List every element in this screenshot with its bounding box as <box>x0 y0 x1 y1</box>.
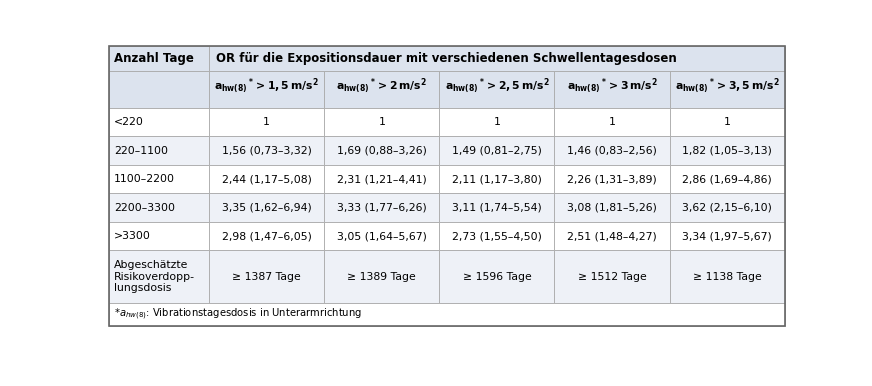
Bar <box>670 165 785 193</box>
Text: 3,05 (1,64–5,67): 3,05 (1,64–5,67) <box>337 231 426 241</box>
Bar <box>209 71 324 108</box>
Bar <box>555 136 670 165</box>
Bar <box>324 71 439 108</box>
Text: 2,11 (1,17–3,80): 2,11 (1,17–3,80) <box>452 174 542 184</box>
Bar <box>439 71 555 108</box>
Bar <box>109 251 209 303</box>
Bar <box>209 136 324 165</box>
Bar <box>670 136 785 165</box>
Text: ≥ 1387 Tage: ≥ 1387 Tage <box>232 271 301 281</box>
Bar <box>439 165 555 193</box>
Text: ≥ 1389 Tage: ≥ 1389 Tage <box>347 271 416 281</box>
Bar <box>324 108 439 136</box>
Bar <box>209 251 324 303</box>
Bar <box>324 222 439 251</box>
Text: 3,33 (1,77–6,26): 3,33 (1,77–6,26) <box>337 203 426 213</box>
Bar <box>439 251 555 303</box>
Bar <box>324 251 439 303</box>
Text: 3,11 (1,74–5,54): 3,11 (1,74–5,54) <box>452 203 542 213</box>
Bar <box>109 71 209 108</box>
Bar <box>109 303 785 326</box>
Bar <box>555 71 670 108</box>
Text: 3,62 (2,15–6,10): 3,62 (2,15–6,10) <box>682 203 773 213</box>
Text: 2200–3300: 2200–3300 <box>113 203 174 213</box>
Text: 2,44 (1,17–5,08): 2,44 (1,17–5,08) <box>221 174 311 184</box>
Text: >3300: >3300 <box>113 231 151 241</box>
Bar <box>555 108 670 136</box>
Text: 3,08 (1,81–5,26): 3,08 (1,81–5,26) <box>567 203 657 213</box>
Bar <box>324 165 439 193</box>
Text: 1: 1 <box>724 117 731 127</box>
Text: 1: 1 <box>263 117 270 127</box>
Text: 3,34 (1,97–5,67): 3,34 (1,97–5,67) <box>683 231 772 241</box>
Bar <box>439 193 555 222</box>
Bar <box>670 71 785 108</box>
Bar <box>555 193 670 222</box>
Bar <box>439 222 555 251</box>
Bar <box>109 46 209 71</box>
Text: 2,98 (1,47–6,05): 2,98 (1,47–6,05) <box>221 231 311 241</box>
Bar <box>555 165 670 193</box>
Text: $\mathbf{a}_{\mathbf{hw(8)}}$$\mathbf{^*}$$\mathbf{> 3\,m/s^2}$: $\mathbf{a}_{\mathbf{hw(8)}}$$\mathbf{^*… <box>567 76 657 95</box>
Text: 2,31 (1,21–4,41): 2,31 (1,21–4,41) <box>337 174 426 184</box>
Text: 1: 1 <box>494 117 501 127</box>
Text: $\mathbf{a}_{\mathbf{hw(8)}}$$\mathbf{^*}$$\mathbf{> 2,5\,m/s^2}$: $\mathbf{a}_{\mathbf{hw(8)}}$$\mathbf{^*… <box>445 76 549 95</box>
Bar <box>209 222 324 251</box>
Bar <box>670 193 785 222</box>
Text: 1: 1 <box>609 117 616 127</box>
Text: $\mathbf{a}_{\mathbf{hw(8)}}$$\mathbf{^*}$$\mathbf{> 3,5\,m/s^2}$: $\mathbf{a}_{\mathbf{hw(8)}}$$\mathbf{^*… <box>675 76 780 95</box>
Bar <box>209 193 324 222</box>
Text: 2,26 (1,31–3,89): 2,26 (1,31–3,89) <box>567 174 657 184</box>
Bar <box>670 251 785 303</box>
Text: Anzahl Tage: Anzahl Tage <box>113 52 194 65</box>
Bar <box>439 136 555 165</box>
Text: ≥ 1596 Tage: ≥ 1596 Tage <box>462 271 531 281</box>
Text: <220: <220 <box>113 117 144 127</box>
Text: OR für die Expositionsdauer mit verschiedenen Schwellentagesdosen: OR für die Expositionsdauer mit verschie… <box>215 52 677 65</box>
Text: 1,56 (0,73–3,32): 1,56 (0,73–3,32) <box>221 146 311 156</box>
Text: 1,82 (1,05–3,13): 1,82 (1,05–3,13) <box>682 146 773 156</box>
Text: 1,69 (0,88–3,26): 1,69 (0,88–3,26) <box>337 146 426 156</box>
Bar <box>670 222 785 251</box>
Text: 2,51 (1,48–4,27): 2,51 (1,48–4,27) <box>567 231 657 241</box>
Text: 1,46 (0,83–2,56): 1,46 (0,83–2,56) <box>567 146 657 156</box>
Text: $\mathbf{a}_{\mathbf{hw(8)}}$$\mathbf{^*}$$\mathbf{> 1,5\,m/s^2}$: $\mathbf{a}_{\mathbf{hw(8)}}$$\mathbf{^*… <box>215 76 319 95</box>
Text: *$\mathit{a}_{hw(8)}$: Vibrationstagesdosis in Unterarmrichtung: *$\mathit{a}_{hw(8)}$: Vibrationstagesdo… <box>113 306 362 322</box>
Bar <box>555 251 670 303</box>
Text: 220–1100: 220–1100 <box>113 146 167 156</box>
Text: 1100–2200: 1100–2200 <box>113 174 174 184</box>
Text: 1,49 (0,81–2,75): 1,49 (0,81–2,75) <box>452 146 542 156</box>
Bar <box>109 222 209 251</box>
Bar <box>324 193 439 222</box>
Bar <box>209 165 324 193</box>
Bar <box>209 46 785 71</box>
Bar <box>324 136 439 165</box>
Bar <box>555 222 670 251</box>
Text: 3,35 (1,62–6,94): 3,35 (1,62–6,94) <box>221 203 311 213</box>
Text: ≥ 1512 Tage: ≥ 1512 Tage <box>577 271 646 281</box>
Bar <box>109 165 209 193</box>
Text: 2,86 (1,69–4,86): 2,86 (1,69–4,86) <box>683 174 772 184</box>
Bar <box>109 193 209 222</box>
Text: Abgeschätzte
Risikoverdopp-
lungsdosis: Abgeschätzte Risikoverdopp- lungsdosis <box>113 260 194 293</box>
Bar <box>439 108 555 136</box>
Bar <box>109 108 209 136</box>
Text: 1: 1 <box>378 117 385 127</box>
Bar <box>209 108 324 136</box>
Text: $\mathbf{a}_{\mathbf{hw(8)}}$$\mathbf{^*}$$\mathbf{> 2\,m/s^2}$: $\mathbf{a}_{\mathbf{hw(8)}}$$\mathbf{^*… <box>337 76 427 95</box>
Bar <box>109 136 209 165</box>
Bar <box>670 108 785 136</box>
Text: ≥ 1138 Tage: ≥ 1138 Tage <box>693 271 761 281</box>
Text: 2,73 (1,55–4,50): 2,73 (1,55–4,50) <box>452 231 542 241</box>
